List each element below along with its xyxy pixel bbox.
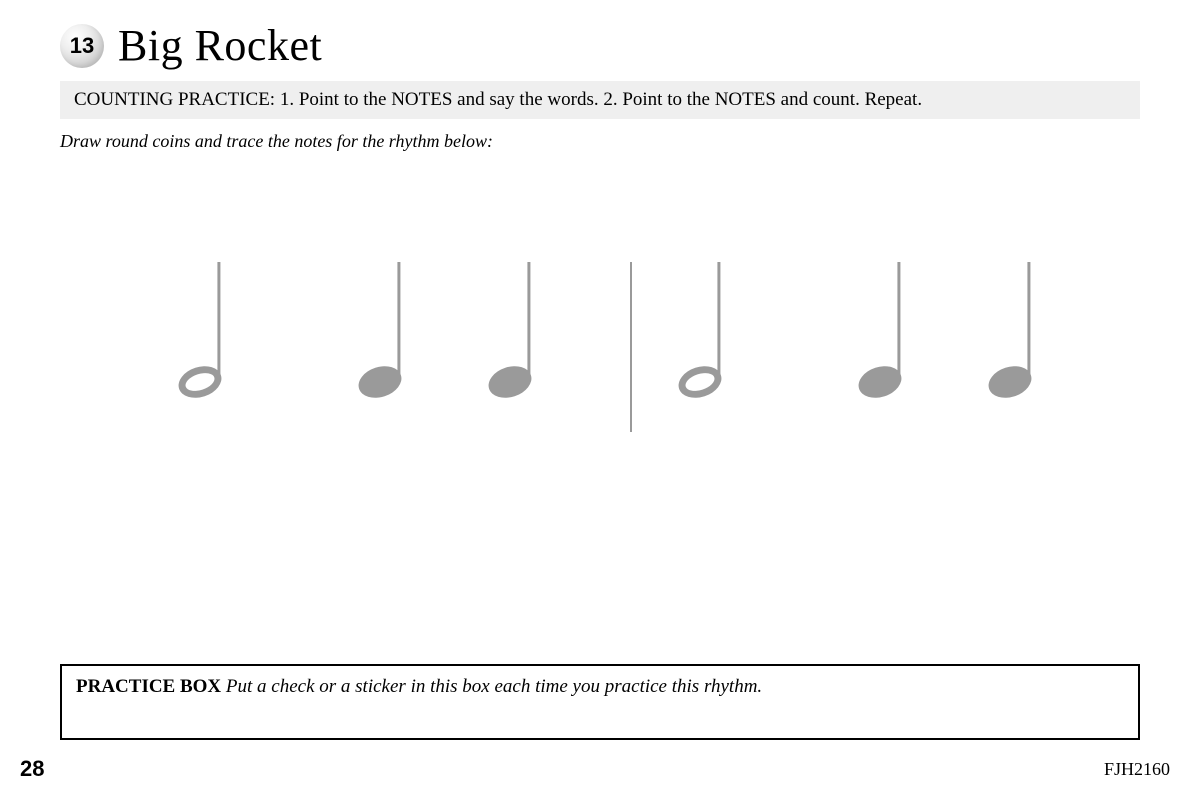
publisher-code: FJH2160	[1104, 759, 1170, 780]
quarter-note	[988, 262, 1042, 406]
header-row: 13 Big Rocket	[60, 20, 1140, 71]
lesson-number-badge: 13	[60, 24, 104, 68]
half-note	[678, 262, 732, 406]
practice-box: PRACTICE BOX Put a check or a sticker in…	[60, 664, 1140, 740]
rhythm-diagram	[60, 182, 1140, 522]
counting-practice-bar: COUNTING PRACTICE: 1. Point to the NOTES…	[60, 81, 1140, 119]
instruction-text: Draw round coins and trace the notes for…	[60, 131, 1140, 152]
page-title: Big Rocket	[118, 20, 322, 71]
quarter-note	[358, 262, 412, 406]
page-number: 28	[20, 756, 44, 782]
barline	[630, 262, 632, 432]
practice-box-label: PRACTICE BOX	[76, 676, 221, 697]
lesson-number: 13	[70, 33, 94, 59]
quarter-note	[858, 262, 912, 406]
practice-box-hint: Put a check or a sticker in this box eac…	[221, 676, 762, 697]
page: 13 Big Rocket COUNTING PRACTICE: 1. Poin…	[0, 0, 1200, 800]
half-note	[178, 262, 232, 406]
quarter-note	[488, 262, 542, 406]
